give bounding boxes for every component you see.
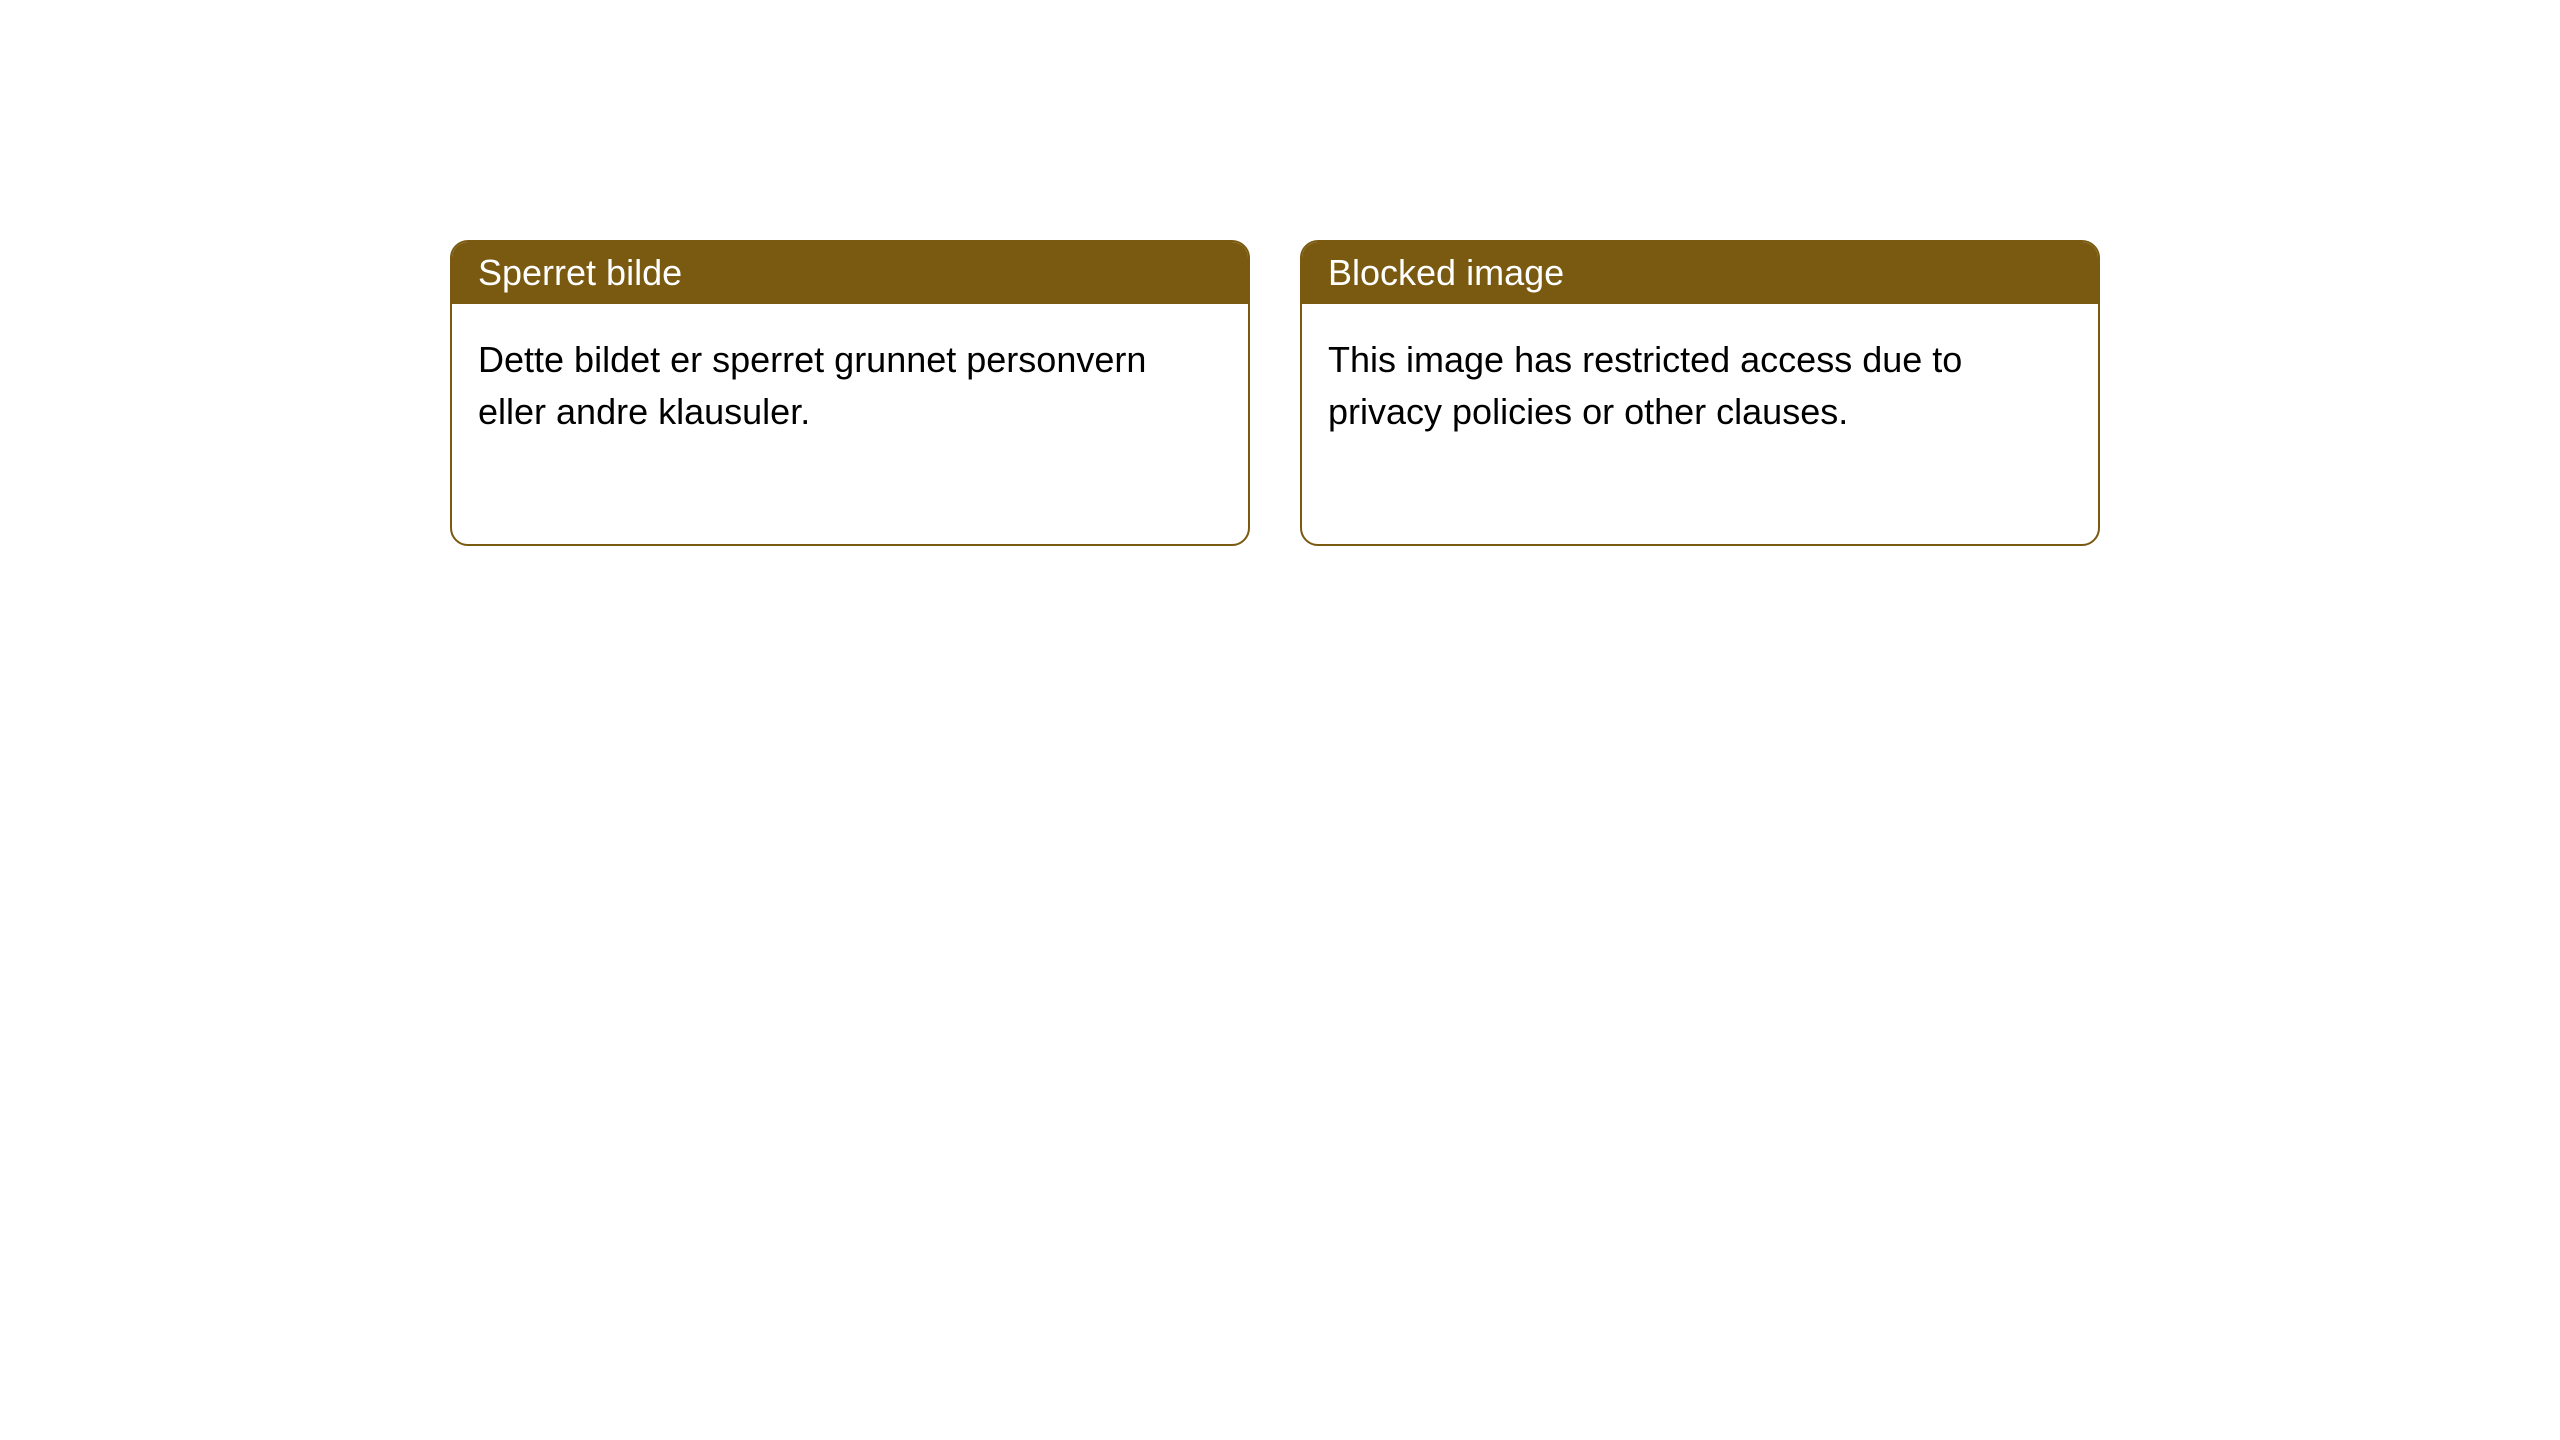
notice-card-body: This image has restricted access due to … bbox=[1302, 304, 2098, 544]
notice-cards-container: Sperret bilde Dette bildet er sperret gr… bbox=[0, 0, 2560, 546]
notice-card-body: Dette bildet er sperret grunnet personve… bbox=[452, 304, 1248, 544]
notice-card-title: Blocked image bbox=[1302, 242, 2098, 304]
notice-card-norwegian: Sperret bilde Dette bildet er sperret gr… bbox=[450, 240, 1250, 546]
notice-card-title: Sperret bilde bbox=[452, 242, 1248, 304]
notice-card-english: Blocked image This image has restricted … bbox=[1300, 240, 2100, 546]
